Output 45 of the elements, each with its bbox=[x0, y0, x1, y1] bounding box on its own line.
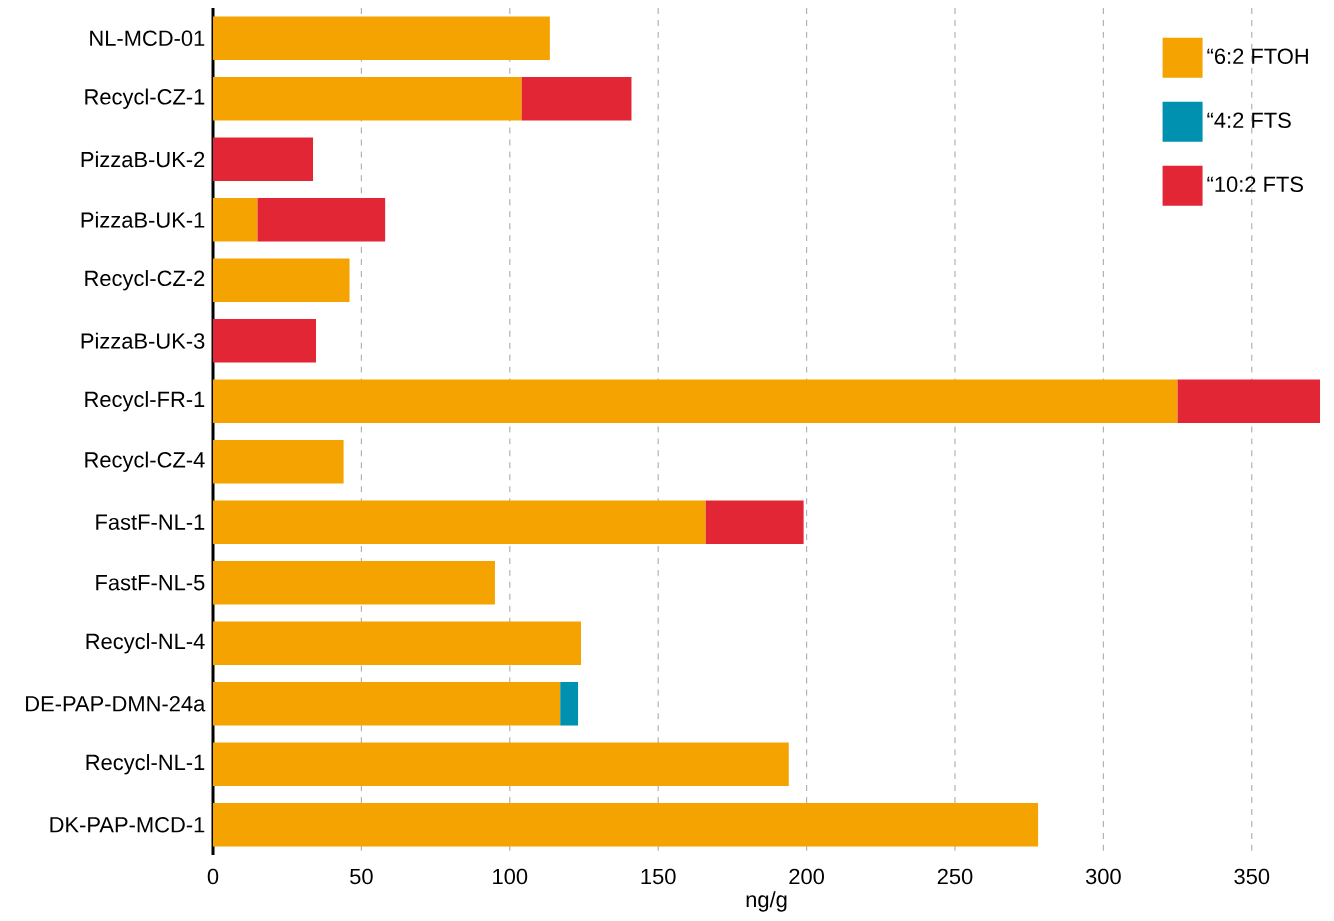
bar bbox=[213, 621, 582, 666]
x-tick-label: 0 bbox=[207, 868, 219, 885]
bar bbox=[213, 16, 550, 61]
bar bbox=[213, 802, 1039, 847]
bar bbox=[213, 76, 522, 121]
bar bbox=[213, 137, 314, 182]
x-tick-label: 150 bbox=[641, 868, 676, 885]
bar bbox=[705, 500, 804, 545]
bar bbox=[213, 318, 316, 363]
y-tick-label: Recycl-CZ-4 bbox=[85, 451, 205, 472]
y-tick-label: PizzaB-UK-1 bbox=[81, 211, 205, 228]
y-tick-label: FastF-NL-5 bbox=[96, 575, 205, 591]
y-tick-label: PizzaB-UK-3 bbox=[81, 332, 205, 349]
y-tick-label: NL-MCD-01 bbox=[90, 30, 205, 46]
x-tick-label: 50 bbox=[350, 868, 373, 885]
x-tick-label: 250 bbox=[937, 868, 973, 885]
bar bbox=[257, 197, 386, 242]
bar bbox=[213, 742, 789, 787]
bar bbox=[213, 439, 344, 484]
x-tick-label: 300 bbox=[1085, 868, 1121, 885]
bar bbox=[521, 76, 632, 121]
bar bbox=[213, 197, 258, 242]
bar bbox=[213, 681, 561, 726]
bar bbox=[213, 560, 495, 605]
bar bbox=[213, 500, 706, 545]
bar bbox=[1177, 379, 1321, 424]
legend-label: “4:2 FTS bbox=[1207, 112, 1291, 129]
legend-label: “10:2 FTS bbox=[1207, 176, 1303, 193]
x-axis-title: ng/g bbox=[746, 891, 787, 912]
bar bbox=[213, 258, 350, 303]
y-tick-label: FastF-NL-1 bbox=[96, 514, 205, 530]
y-tick-label: DE-PAP-DMN-24a bbox=[26, 696, 206, 712]
y-tick-label: Recycl-CZ-1 bbox=[85, 88, 205, 109]
y-tick-label: Recycl-FR-1 bbox=[85, 391, 205, 412]
x-tick-label: 350 bbox=[1234, 868, 1270, 885]
y-tick-label: Recycl-CZ-2 bbox=[85, 270, 205, 291]
legend-label: “6:2 FTOH bbox=[1207, 48, 1308, 65]
y-tick-label: DK-PAP-MCD-1 bbox=[50, 817, 205, 833]
bar bbox=[213, 379, 1178, 424]
y-tick-label: PizzaB-UK-2 bbox=[81, 151, 205, 168]
x-tick-label: 200 bbox=[789, 868, 824, 885]
bar bbox=[560, 681, 579, 726]
y-tick-label: Recycl-NL-1 bbox=[86, 754, 205, 775]
y-tick-label: Recycl-NL-4 bbox=[86, 633, 205, 654]
x-tick-label: 100 bbox=[493, 868, 528, 885]
